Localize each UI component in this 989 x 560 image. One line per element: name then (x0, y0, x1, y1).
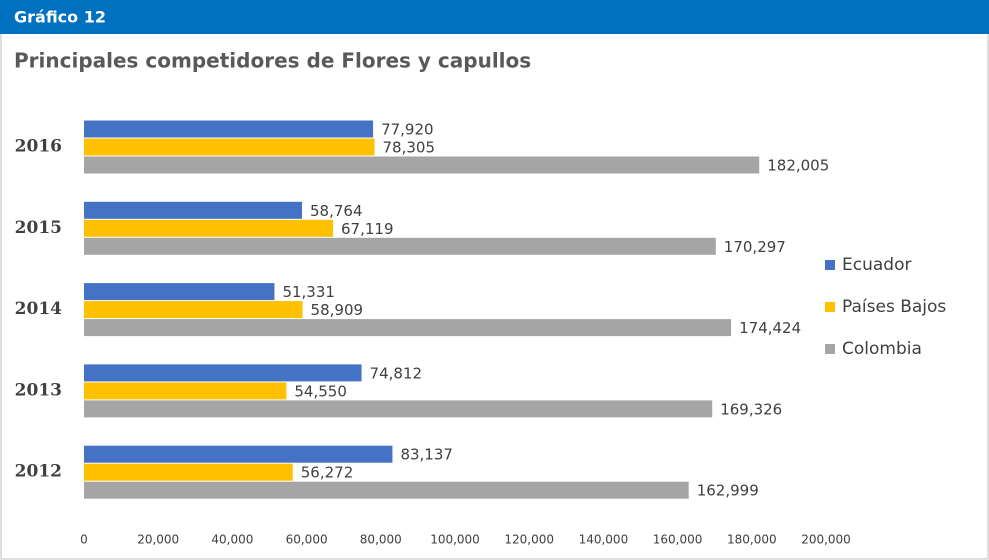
data-label: 56,272 (301, 464, 354, 482)
bar (84, 219, 334, 237)
x-tick-label: 160,000 (653, 533, 703, 547)
y-tick-label: 2015 (15, 218, 62, 238)
data-label: 169,326 (720, 400, 782, 418)
bar (84, 481, 689, 499)
bar (84, 445, 393, 463)
bar (84, 301, 303, 319)
bar (84, 237, 716, 255)
bar (84, 400, 713, 418)
data-label: 51,331 (282, 283, 335, 301)
legend-swatch (825, 302, 835, 312)
data-label: 58,764 (310, 202, 363, 220)
chart-title: Principales competidores de Flores y cap… (14, 49, 531, 73)
data-label: 174,424 (739, 319, 801, 337)
legend-swatch (825, 344, 835, 354)
bar (84, 382, 287, 400)
legend-swatch (825, 260, 835, 270)
y-tick-label: 2013 (15, 380, 62, 400)
y-tick-label: 2012 (15, 462, 62, 482)
data-label: 78,305 (383, 139, 436, 157)
data-label: 67,119 (341, 220, 394, 238)
x-tick-label: 80,000 (360, 533, 402, 547)
data-label: 182,005 (767, 157, 829, 175)
bar (84, 319, 732, 337)
header-band (0, 0, 989, 34)
x-tick-label: 180,000 (727, 533, 777, 547)
data-label: 74,812 (370, 364, 423, 382)
data-label: 162,999 (697, 482, 759, 500)
legend-label: Ecuador (842, 255, 911, 275)
bar (84, 138, 375, 156)
x-tick-label: 140,000 (579, 533, 629, 547)
bar (84, 201, 303, 219)
data-label: 77,920 (381, 121, 434, 139)
data-label: 54,550 (294, 382, 347, 400)
x-tick-label: 200,000 (801, 533, 851, 547)
x-tick-label: 60,000 (286, 533, 328, 547)
legend-label: Países Bajos (842, 297, 946, 317)
x-tick-label: 100,000 (430, 533, 480, 547)
x-tick-label: 40,000 (211, 533, 253, 547)
x-tick-label: 120,000 (504, 533, 554, 547)
header: Gráfico 12 (14, 8, 106, 27)
data-label: 170,297 (724, 238, 786, 256)
bar (84, 463, 293, 481)
data-label: 58,909 (311, 301, 364, 319)
bar (84, 283, 275, 301)
legend-label: Colombia (842, 339, 922, 359)
bar (84, 156, 760, 174)
bar (84, 364, 362, 382)
x-tick-label: 20,000 (137, 533, 179, 547)
bar (84, 120, 374, 138)
y-tick-label: 2016 (15, 137, 62, 157)
x-tick-label: 0 (80, 533, 88, 547)
data-label: 83,137 (400, 446, 453, 464)
y-tick-label: 2014 (15, 299, 62, 319)
